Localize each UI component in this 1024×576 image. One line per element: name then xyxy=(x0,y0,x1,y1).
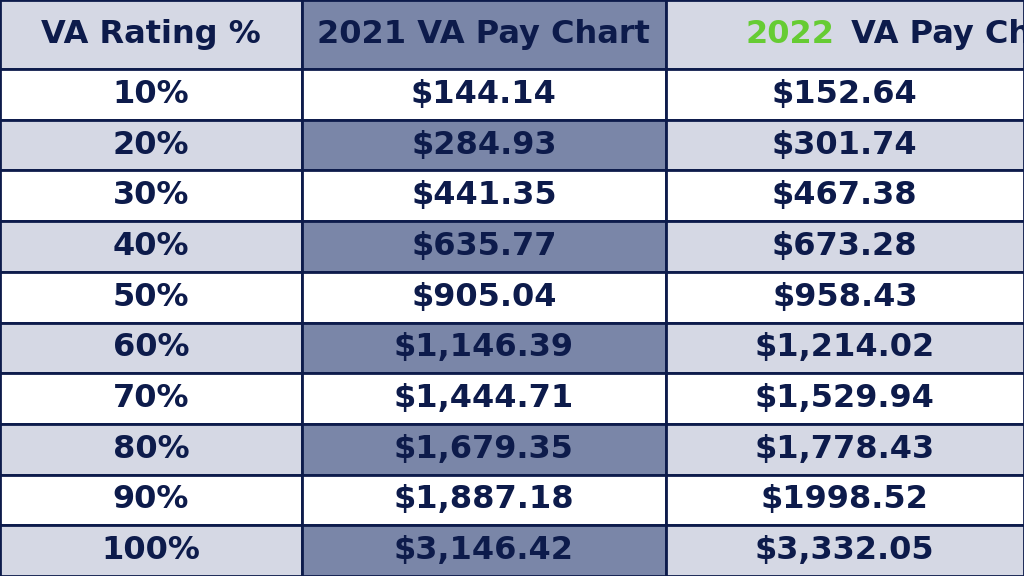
Text: $905.04: $905.04 xyxy=(411,282,557,313)
Bar xyxy=(0,69,302,120)
Text: $467.38: $467.38 xyxy=(772,180,918,211)
Bar xyxy=(0,475,302,525)
Bar xyxy=(302,120,666,170)
Bar xyxy=(0,0,302,69)
Bar xyxy=(0,120,302,170)
Text: $1998.52: $1998.52 xyxy=(761,484,929,516)
Bar xyxy=(666,475,1024,525)
Text: $635.77: $635.77 xyxy=(411,231,557,262)
Bar xyxy=(0,424,302,475)
Bar xyxy=(666,120,1024,170)
Text: $1,214.02: $1,214.02 xyxy=(755,332,935,363)
Text: 100%: 100% xyxy=(101,535,201,566)
Bar xyxy=(666,221,1024,272)
Text: $1,146.39: $1,146.39 xyxy=(394,332,573,363)
Text: VA Rating %: VA Rating % xyxy=(41,19,261,50)
Text: VA Pay Chart: VA Pay Chart xyxy=(840,19,1024,50)
Text: 50%: 50% xyxy=(113,282,189,313)
Bar xyxy=(0,525,302,576)
Text: $1,887.18: $1,887.18 xyxy=(393,484,574,516)
Bar xyxy=(0,323,302,373)
Text: $441.35: $441.35 xyxy=(411,180,557,211)
Text: $958.43: $958.43 xyxy=(772,282,918,313)
Text: $144.14: $144.14 xyxy=(411,79,557,110)
Text: $1,679.35: $1,679.35 xyxy=(394,434,573,465)
Bar xyxy=(302,170,666,221)
Text: 20%: 20% xyxy=(113,130,189,161)
Bar xyxy=(666,373,1024,424)
Bar xyxy=(302,272,666,323)
Bar xyxy=(302,475,666,525)
Bar xyxy=(302,0,666,69)
Text: 70%: 70% xyxy=(113,383,189,414)
Text: 10%: 10% xyxy=(113,79,189,110)
Text: 90%: 90% xyxy=(113,484,189,516)
Bar xyxy=(666,0,1024,69)
Text: $673.28: $673.28 xyxy=(772,231,918,262)
Text: $1,444.71: $1,444.71 xyxy=(393,383,574,414)
Text: $3,332.05: $3,332.05 xyxy=(755,535,935,566)
Text: 30%: 30% xyxy=(113,180,189,211)
Text: $3,146.42: $3,146.42 xyxy=(394,535,573,566)
Text: $1,529.94: $1,529.94 xyxy=(755,383,935,414)
Bar xyxy=(302,323,666,373)
Bar xyxy=(666,69,1024,120)
Bar xyxy=(302,373,666,424)
Bar xyxy=(666,170,1024,221)
Bar xyxy=(0,170,302,221)
Text: 2021 VA Pay Chart: 2021 VA Pay Chart xyxy=(317,19,650,50)
Bar xyxy=(0,221,302,272)
Text: 60%: 60% xyxy=(113,332,189,363)
Bar xyxy=(666,323,1024,373)
Bar xyxy=(302,525,666,576)
Bar xyxy=(666,272,1024,323)
Text: $301.74: $301.74 xyxy=(772,130,918,161)
Bar xyxy=(0,373,302,424)
Bar xyxy=(666,525,1024,576)
Text: $152.64: $152.64 xyxy=(772,79,918,110)
Text: 2022: 2022 xyxy=(745,19,835,50)
Bar xyxy=(666,424,1024,475)
Text: 80%: 80% xyxy=(113,434,189,465)
Bar xyxy=(302,221,666,272)
Text: $284.93: $284.93 xyxy=(411,130,557,161)
Text: $1,778.43: $1,778.43 xyxy=(755,434,935,465)
Bar xyxy=(302,69,666,120)
Bar xyxy=(302,424,666,475)
Bar xyxy=(0,272,302,323)
Text: 40%: 40% xyxy=(113,231,189,262)
